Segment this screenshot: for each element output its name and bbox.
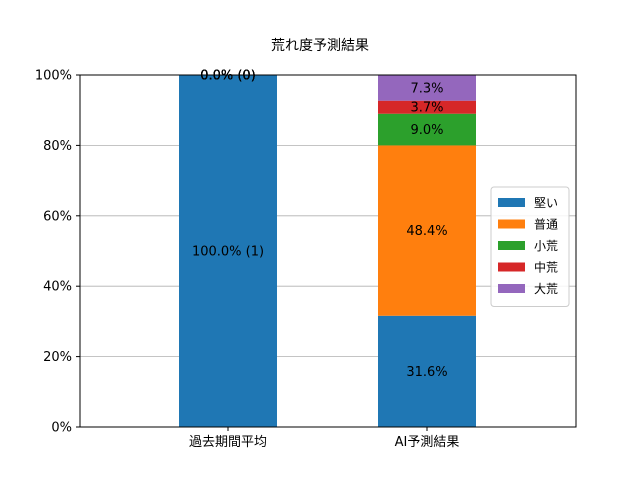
legend-swatch	[498, 198, 525, 207]
legend-frame	[490, 186, 570, 307]
legend-label: 堅い	[534, 196, 558, 210]
y-tick-label: 20%	[43, 350, 72, 365]
bar-segment-label: 100.0% (1)	[192, 245, 264, 260]
bar-segment-label: 48.4%	[406, 224, 447, 239]
bar-segment	[378, 75, 476, 101]
legend-swatch	[498, 262, 525, 272]
bar-segment-label: 31.6%	[406, 365, 447, 380]
bar-segment-label: 0.0% (0)	[200, 69, 256, 84]
legend-swatch	[498, 241, 525, 250]
chart-title: 荒れ度予測結果	[271, 38, 369, 54]
bar-segment	[378, 145, 476, 316]
y-tick-label: 0%	[51, 421, 72, 436]
legend-label: 小荒	[534, 239, 558, 253]
y-tick-label: 60%	[43, 209, 72, 224]
bar-segment	[378, 113, 476, 146]
bars	[179, 75, 476, 427]
bar-segment-label: 0.0% (0)	[200, 69, 256, 84]
bar-segment	[378, 315, 476, 427]
legend-label: 普通	[534, 218, 558, 232]
y-tick-label: 100%	[35, 69, 72, 84]
x-tick-label: 過去期間平均	[189, 435, 267, 450]
bar-segment-label: 9.0%	[410, 123, 443, 138]
x-tick-label: AI予測結果	[395, 435, 460, 450]
y-axis: 0% 20% 40% 60% 80% 100%	[35, 69, 80, 436]
legend-swatch	[498, 284, 525, 293]
bar-segment-label: 7.3%	[410, 81, 443, 96]
bar-segment-label: 0.0% (0)	[200, 69, 256, 84]
legend-label: 中荒	[534, 260, 558, 275]
segment-labels: 100.0% (1)0.0% (0)0.0% (0)0.0% (0)0.0% (…	[192, 69, 448, 380]
bar-segment-label: 3.7%	[410, 101, 443, 116]
legend-swatch	[498, 219, 525, 229]
bar-segment	[179, 75, 277, 427]
plot-frame	[79, 74, 577, 428]
x-axis: 過去期間平均 AI予測結果	[189, 427, 459, 450]
bar-segment	[378, 100, 476, 114]
y-tick-label: 80%	[43, 139, 72, 154]
y-tick-label: 40%	[43, 280, 72, 295]
legend-label: 大荒	[534, 282, 558, 296]
bar-segment-label: 0.0% (0)	[200, 69, 256, 84]
